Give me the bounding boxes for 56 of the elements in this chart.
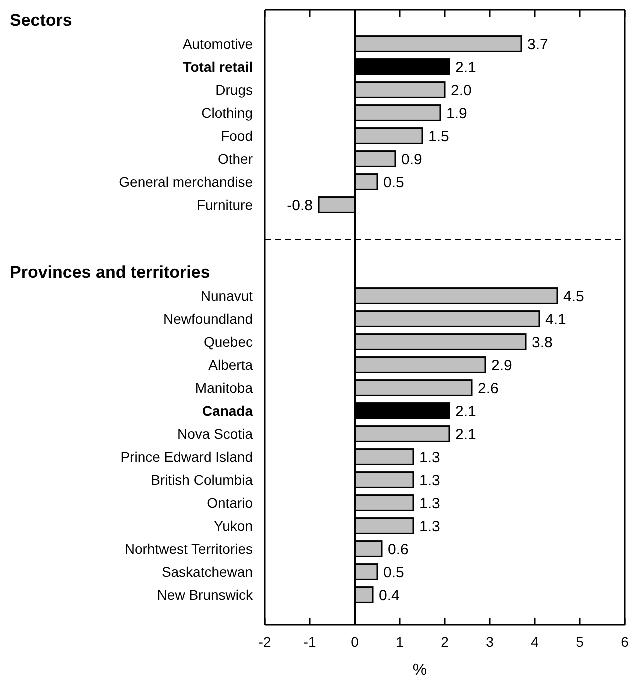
- data-label: 0.5: [384, 564, 404, 582]
- data-label: 1.3: [420, 449, 440, 466]
- text: Sectors: [10, 10, 72, 30]
- x-tick-label: 1: [396, 634, 404, 650]
- y-tick-label: Other: [218, 150, 254, 167]
- x-tick-label: 6: [621, 634, 630, 650]
- data-label: 0.4: [379, 587, 400, 604]
- data-label: 2.1: [456, 59, 476, 76]
- x-axis-title: %: [412, 662, 428, 679]
- y-tick-label: Clothing: [202, 104, 253, 121]
- data-label: 2.6: [478, 380, 499, 398]
- y-tick-label: Total retail: [183, 58, 253, 75]
- y-tick-label: Drugs: [216, 82, 253, 98]
- x-tick-label: 0: [351, 634, 360, 650]
- data-label: 1.9: [446, 105, 468, 122]
- data-label: -0.8: [287, 197, 313, 214]
- y-tick-label: British Columbia: [151, 472, 254, 488]
- y-tick-label: Saskatchewan: [162, 564, 253, 580]
- data-label: 2.9: [492, 357, 512, 374]
- data-label: 0.5: [384, 174, 404, 192]
- data-label: 4.5: [564, 288, 584, 306]
- x-tick-label: 4: [531, 634, 540, 650]
- y-tick-label: Food: [221, 128, 253, 144]
- y-tick-label: Nunavut: [200, 288, 254, 304]
- x-tick-label: -1: [304, 634, 316, 650]
- y-tick-label: Yukon: [214, 518, 253, 534]
- data-label: 0.6: [388, 541, 409, 558]
- x-tick-label: 2: [441, 634, 450, 650]
- data-label: 1.5: [428, 128, 450, 146]
- data-label: 0.9: [402, 151, 422, 168]
- y-tick-label: Furniture: [196, 196, 254, 213]
- y-tick-label: Newfoundland: [163, 310, 253, 327]
- data-label: 3.7: [528, 36, 548, 54]
- x-tick-label: 5: [576, 634, 584, 650]
- data-label: 3.8: [532, 334, 553, 352]
- data-label: 2.1: [456, 426, 476, 444]
- data-label: 2.1: [456, 403, 476, 420]
- y-tick-label: Nova Scotia: [178, 426, 254, 442]
- x-tick-label: 3: [486, 634, 494, 650]
- y-tick-label: Prince Edward Island: [120, 448, 253, 465]
- data-label: 1.3: [420, 472, 440, 490]
- data-label: 4.1: [546, 311, 566, 328]
- y-tick-label: Automotive: [182, 36, 254, 52]
- y-tick-label: Alberta: [208, 356, 254, 373]
- data-label: 1.3: [420, 518, 440, 536]
- y-tick-label: New Brunswick: [157, 586, 254, 603]
- y-tick-label: Quebec: [204, 334, 253, 350]
- data-label: 2.0: [451, 82, 472, 100]
- y-tick-label: General merchandise: [119, 174, 254, 190]
- data-label: 1.3: [420, 495, 440, 512]
- y-tick-label: Ontario: [207, 494, 254, 511]
- y-tick-label: Canada: [202, 402, 254, 419]
- y-tick-label: Norhtwest Territories: [124, 540, 253, 557]
- x-tick-label: -2: [258, 634, 272, 650]
- y-tick-label: Manitoba: [195, 380, 254, 396]
- text: Provinces and territories: [10, 262, 210, 282]
